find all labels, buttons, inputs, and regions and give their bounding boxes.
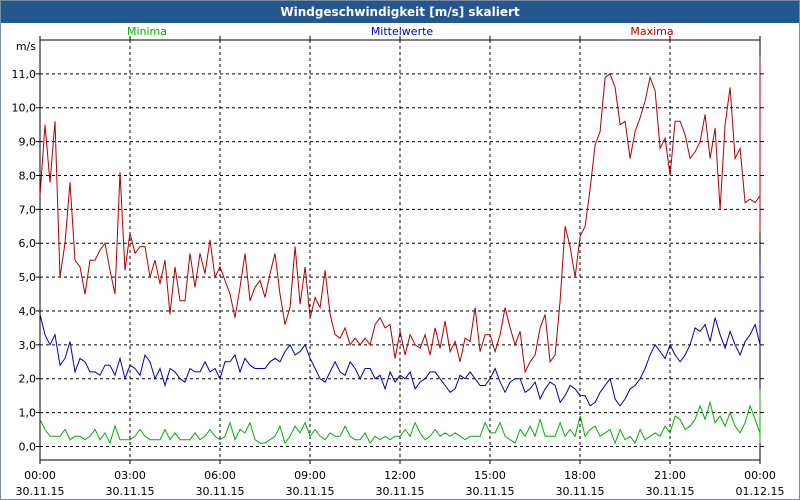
y-tick-label: 5,0 bbox=[19, 271, 37, 284]
x-tick-date-label: 30.11.15 bbox=[376, 485, 425, 498]
y-tick-label: 10,0 bbox=[12, 102, 37, 115]
x-tick-date-label: 30.11.15 bbox=[556, 485, 605, 498]
x-tick-date-label: 30.11.15 bbox=[16, 485, 65, 498]
series-layer bbox=[39, 56, 761, 445]
legend-mittelwerte: Mittelwerte bbox=[371, 25, 434, 38]
series-line-maxima bbox=[39, 56, 761, 374]
series-line-mittelwerte bbox=[39, 260, 761, 407]
chart-title: Windgeschwindigkeit [m/s] skaliert bbox=[1, 1, 799, 23]
grid-layer bbox=[40, 40, 760, 460]
y-tick-label: 1,0 bbox=[19, 407, 37, 420]
x-tick-date-label: 30.11.15 bbox=[466, 485, 515, 498]
y-tick-label: 11,0 bbox=[12, 68, 37, 81]
x-tick-time-label: 18:00 bbox=[564, 469, 596, 482]
x-tick-time-label: 06:00 bbox=[204, 469, 236, 482]
x-tick-time-label: 21:00 bbox=[654, 469, 686, 482]
y-tick-label: 8,0 bbox=[19, 169, 37, 182]
x-tick-time-label: 12:00 bbox=[384, 469, 416, 482]
legend-layer: Minima Mittelwerte Maxima bbox=[127, 25, 674, 38]
x-tick-time-label: 15:00 bbox=[474, 469, 506, 482]
x-tick-time-label: 09:00 bbox=[294, 469, 326, 482]
legend-maxima: Maxima bbox=[630, 25, 673, 38]
x-tick-date-label: 30.11.15 bbox=[646, 485, 695, 498]
series-line-minima bbox=[39, 388, 761, 445]
y-axis-label: m/s bbox=[16, 40, 36, 53]
y-tick-label: 0,0 bbox=[19, 440, 37, 453]
y-tick-label: 6,0 bbox=[19, 237, 37, 250]
y-tick-label: 7,0 bbox=[19, 203, 37, 216]
legend-minima: Minima bbox=[127, 25, 167, 38]
y-tick-label: 4,0 bbox=[19, 305, 37, 318]
y-tick-label: 9,0 bbox=[19, 136, 37, 149]
x-tick-date-label: 30.11.15 bbox=[286, 485, 335, 498]
y-tick-label: 3,0 bbox=[19, 339, 37, 352]
x-tick-date-label: 01.12.15 bbox=[736, 485, 785, 498]
x-tick-date-label: 30.11.15 bbox=[196, 485, 245, 498]
axis-layer: 0,0 1,0 2,0 3,0 4,0 5,0 6,0 7,0 8,0 9,0 10,0 11,0 m/… bbox=[12, 36, 785, 498]
y-tick-label: 2,0 bbox=[19, 373, 37, 386]
x-tick-date-label: 30.11.15 bbox=[106, 485, 155, 498]
x-tick-time-label: 00:00 bbox=[744, 469, 776, 482]
x-tick-time-label: 00:00 bbox=[24, 469, 56, 482]
x-tick-time-label: 03:00 bbox=[114, 469, 146, 482]
